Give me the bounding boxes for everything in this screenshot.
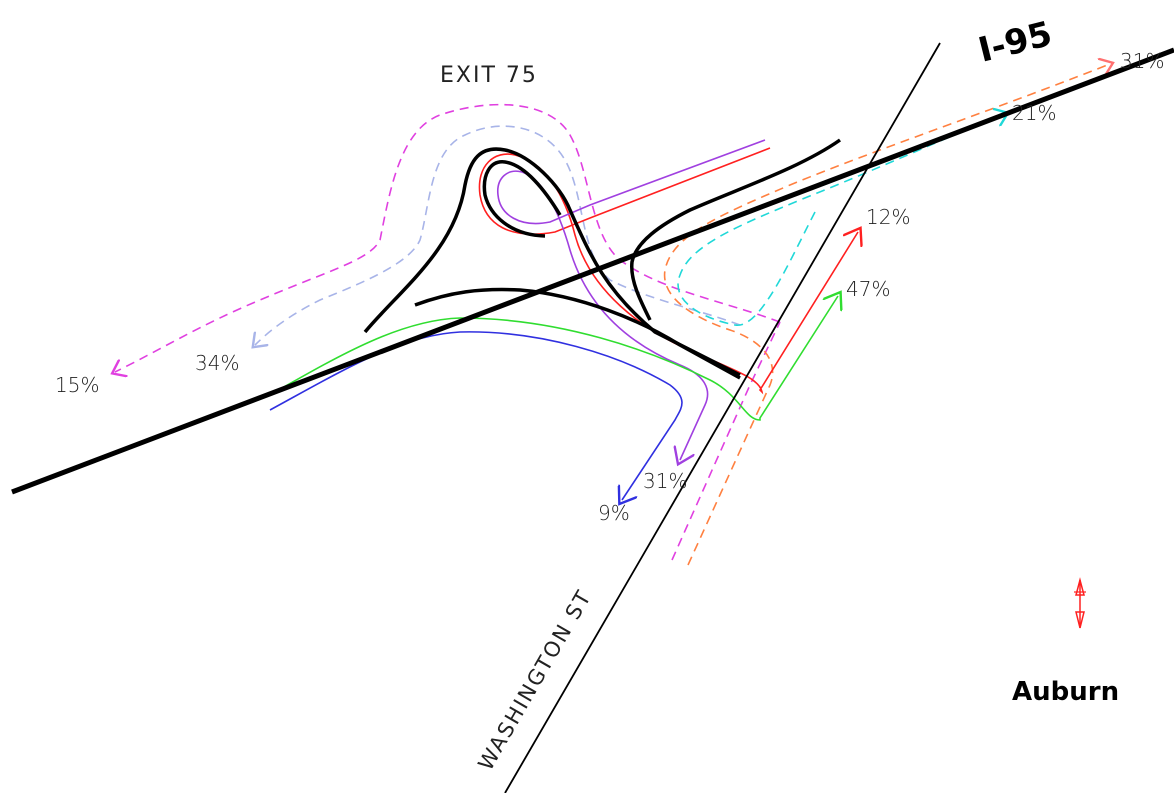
flow-line-ne-cyan [677, 114, 1005, 326]
town-label: Auburn [1012, 677, 1119, 707]
southbound-ramp [414, 287, 741, 380]
flow-line-sw-lavender [255, 125, 741, 345]
flow-label-south-blue: 9% [598, 501, 630, 525]
loop-ramp [363, 147, 741, 377]
northeast-ramp [630, 138, 842, 321]
flow-label-ne-cyan: 21% [1012, 101, 1056, 125]
flow-line-south-magenta [671, 321, 781, 561]
loop-inner-ramp [482, 160, 562, 238]
exit-label: EXIT 75 [440, 63, 538, 88]
flow-line-wash-green [267, 296, 838, 421]
highway-label: I-95 [975, 14, 1057, 71]
flow-line-ne-orange [663, 64, 1110, 566]
flow-line-south-blue [269, 331, 683, 500]
flow-line-south-purple [497, 139, 766, 460]
flow-label-sw-magenta: 15% [55, 373, 99, 397]
flow-label-wash-green: 47% [846, 277, 890, 301]
flow-label-ne-salmon: 31% [1120, 49, 1164, 73]
flow-label-south-purple: 31% [643, 469, 687, 493]
flow-label-sw-lavender: 34% [195, 351, 239, 375]
i95-mainline [11, 47, 1174, 495]
street-label: WASHINGTON ST [474, 585, 597, 774]
washington-st-road [504, 42, 941, 793]
flow-label-wash-red: 12% [866, 205, 910, 229]
north-arrow-icon [1074, 577, 1086, 629]
